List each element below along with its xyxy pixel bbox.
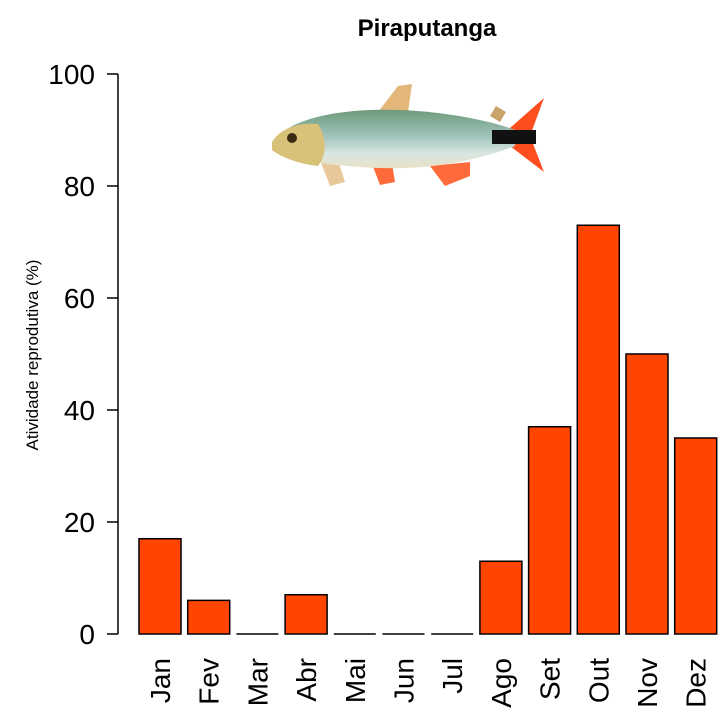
- x-tick-label: Fev: [194, 658, 225, 705]
- bar: [284, 594, 328, 635]
- bar: [138, 538, 182, 635]
- x-tick-label: Abr: [291, 658, 322, 702]
- y-tick-label: 100: [48, 59, 95, 90]
- x-tick-label: Ago: [486, 658, 517, 708]
- x-tick-label: Out: [583, 658, 614, 703]
- chart-title: Piraputanga: [358, 15, 497, 42]
- bar: [576, 224, 621, 635]
- x-tick-label: Set: [535, 658, 566, 700]
- x-tick-label: Jun: [389, 658, 420, 703]
- y-tick-label: 80: [64, 171, 95, 202]
- x-tick-label: Mar: [242, 658, 273, 706]
- y-axis-label: Atividade reprodutiva (%): [23, 260, 42, 451]
- y-tick-label: 0: [79, 619, 95, 650]
- x-tick-label: Nov: [632, 658, 663, 708]
- x-tick-label: Mai: [340, 658, 371, 703]
- x-tick-label: Jul: [437, 658, 468, 694]
- y-tick-label: 20: [64, 507, 95, 538]
- fish-illustration: [272, 84, 544, 186]
- bar: [673, 437, 718, 635]
- x-tick-label: Jan: [145, 658, 176, 703]
- bar: [527, 426, 572, 635]
- bar: [186, 599, 231, 635]
- bar: [625, 353, 669, 635]
- bar: [479, 560, 523, 635]
- y-tick-label: 60: [64, 283, 95, 314]
- x-tick-label: Dez: [681, 658, 712, 708]
- y-tick-label: 40: [64, 395, 95, 426]
